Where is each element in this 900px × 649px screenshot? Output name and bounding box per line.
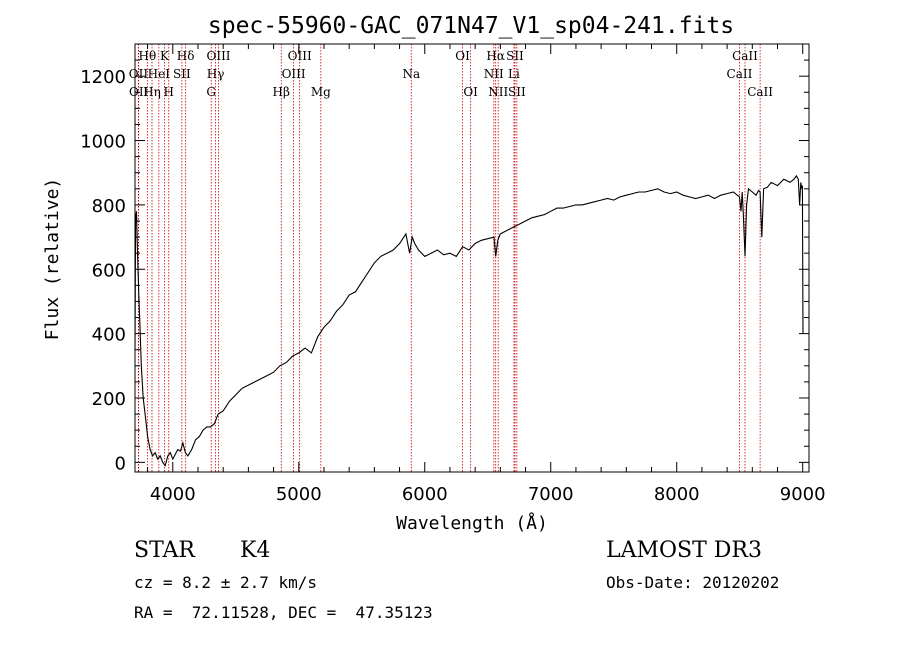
object-class: STAR [134, 538, 195, 563]
line-marker-label: CaII [732, 49, 758, 63]
spectrum-series-line [134, 174, 804, 467]
y-tick-label: 1000 [80, 132, 126, 153]
spectral-subclass: K4 [240, 538, 271, 563]
y-tick-label: 0 [115, 453, 126, 474]
line-marker-label: CaII [747, 85, 773, 99]
line-marker-label: OIII [206, 49, 230, 63]
line-marker-label: OIII [288, 49, 312, 63]
x-axis-label: Wavelength (Å) [396, 512, 548, 534]
y-axis-label: Flux (relative) [42, 178, 63, 341]
y-tick-label: 1200 [80, 67, 126, 88]
y-tick-label: 600 [92, 260, 126, 281]
line-marker-label: HeI [148, 67, 171, 81]
coordinates: RA = 72.11528, DEC = 47.35123 [134, 603, 433, 622]
line-marker-label: OI [455, 49, 470, 63]
line-marker-label: K [160, 49, 170, 63]
line-marker-label: Hβ [273, 85, 290, 99]
x-axis: 4000 5000 6000 7000 8000 9000 [147, 44, 826, 505]
line-marker-label: Hα [486, 49, 505, 63]
line-marker-label: SII [506, 49, 524, 63]
x-tick-label: 7000 [528, 484, 574, 505]
x-tick-label: 4000 [150, 484, 196, 505]
y-tick-label: 200 [92, 389, 126, 410]
chart-title: spec-55960-GAC_071N47_V1_sp04-241.fits [208, 13, 734, 39]
x-tick-label: 9000 [780, 484, 826, 505]
line-marker-label: SII [173, 67, 191, 81]
survey-name: LAMOST DR3 [606, 538, 762, 563]
line-marker-label: Hγ [207, 67, 225, 81]
line-marker-label: NII [488, 85, 508, 99]
line-marker-label: OIII [282, 67, 306, 81]
line-marker-label: Na [402, 67, 420, 81]
line-marker-label: OI [463, 85, 478, 99]
line-markers [138, 44, 761, 472]
x-tick-label: 5000 [276, 484, 322, 505]
redshift-text: cz = 8.2 ± 2.7 km/s [134, 573, 318, 592]
line-marker-label: NII [484, 67, 504, 81]
obs-date: Obs-Date: 20120202 [606, 573, 780, 592]
line-marker-label: Li [508, 67, 520, 81]
line-marker-label: Hθ [138, 49, 156, 63]
x-tick-label: 6000 [402, 484, 448, 505]
line-marker-label: Mg [311, 85, 331, 99]
y-axis: 0 200 400 600 800 1000 1200 [80, 59, 809, 474]
plot-frame [134, 43, 810, 473]
line-marker-label: Hη [143, 85, 161, 99]
line-marker-label: H [164, 85, 174, 99]
y-tick-label: 400 [92, 325, 126, 346]
y-tick-label: 800 [92, 196, 126, 217]
line-marker-label: Hδ [177, 49, 195, 63]
line-marker-label: G [206, 85, 216, 99]
line-marker-label: CaII [727, 67, 753, 81]
line-marker-label: OII [129, 67, 149, 81]
x-tick-label: 8000 [654, 484, 700, 505]
line-marker-label: SII [508, 85, 526, 99]
